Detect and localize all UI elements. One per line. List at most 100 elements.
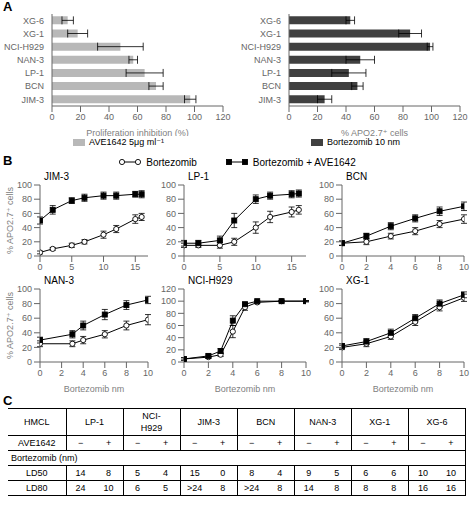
svg-text:0: 0 bbox=[339, 262, 344, 272]
svg-text:120: 120 bbox=[215, 112, 230, 122]
svg-text:40: 40 bbox=[104, 112, 114, 122]
svg-text:20: 20 bbox=[324, 237, 334, 247]
svg-text:0: 0 bbox=[37, 368, 42, 378]
svg-text:100: 100 bbox=[17, 284, 32, 294]
svg-text:40: 40 bbox=[22, 223, 32, 233]
svg-text:40: 40 bbox=[22, 328, 32, 338]
svg-text:120: 120 bbox=[161, 284, 176, 294]
svg-text:% APO2.7⁺ cells: % APO2.7⁺ cells bbox=[8, 187, 15, 254]
svg-text:6: 6 bbox=[255, 368, 260, 378]
svg-text:100: 100 bbox=[319, 180, 334, 190]
svg-text:0: 0 bbox=[27, 357, 32, 367]
svg-text:Bortezomib nm: Bortezomib nm bbox=[64, 384, 125, 392]
svg-text:LP-1: LP-1 bbox=[262, 68, 281, 78]
svg-text:JIM-3: JIM-3 bbox=[22, 95, 45, 105]
svg-text:Proliferation inhibition (%): Proliferation inhibition (%) bbox=[86, 128, 189, 136]
svg-text:100: 100 bbox=[161, 180, 176, 190]
svg-text:10: 10 bbox=[143, 368, 153, 378]
svg-text:15: 15 bbox=[130, 262, 140, 272]
svg-text:2: 2 bbox=[364, 368, 369, 378]
svg-text:8: 8 bbox=[279, 368, 284, 378]
svg-text:JIM-3: JIM-3 bbox=[259, 95, 282, 105]
svg-text:Bortezomib nm: Bortezomib nm bbox=[373, 384, 434, 392]
svg-text:0: 0 bbox=[27, 251, 32, 261]
svg-text:XG-6: XG-6 bbox=[23, 16, 44, 26]
svg-text:8: 8 bbox=[437, 262, 442, 272]
svg-text:0: 0 bbox=[286, 112, 291, 122]
svg-text:100: 100 bbox=[17, 180, 32, 190]
svg-text:8: 8 bbox=[437, 368, 442, 378]
svg-text:40: 40 bbox=[324, 223, 334, 233]
svg-text:2: 2 bbox=[364, 262, 369, 272]
svg-text:10: 10 bbox=[301, 368, 311, 378]
svg-text:80: 80 bbox=[398, 112, 408, 122]
svg-text:0: 0 bbox=[329, 357, 334, 367]
svg-text:100: 100 bbox=[187, 112, 202, 122]
svg-text:6: 6 bbox=[102, 368, 107, 378]
svg-text:NAN-3: NAN-3 bbox=[254, 55, 281, 65]
svg-text:20: 20 bbox=[166, 237, 176, 247]
svg-text:6: 6 bbox=[413, 262, 418, 272]
svg-text:XG-1: XG-1 bbox=[260, 29, 281, 39]
svg-text:40: 40 bbox=[324, 328, 334, 338]
svg-text:0: 0 bbox=[49, 112, 54, 122]
svg-text:BCN: BCN bbox=[25, 81, 44, 91]
svg-text:120: 120 bbox=[452, 112, 466, 122]
svg-text:80: 80 bbox=[22, 299, 32, 309]
svg-text:4: 4 bbox=[230, 368, 235, 378]
svg-text:5: 5 bbox=[217, 262, 222, 272]
svg-text:20: 20 bbox=[22, 237, 32, 247]
svg-text:100: 100 bbox=[319, 284, 334, 294]
svg-text:60: 60 bbox=[166, 209, 176, 219]
svg-text:40: 40 bbox=[341, 112, 351, 122]
svg-text:40: 40 bbox=[166, 333, 176, 343]
svg-text:BCN: BCN bbox=[262, 81, 281, 91]
svg-text:10: 10 bbox=[251, 262, 261, 272]
svg-text:100: 100 bbox=[424, 112, 439, 122]
svg-text:0: 0 bbox=[171, 251, 176, 261]
svg-text:80: 80 bbox=[166, 194, 176, 204]
svg-text:NCI-H929: NCI-H929 bbox=[8, 42, 44, 52]
svg-text:80: 80 bbox=[324, 299, 334, 309]
svg-text:100: 100 bbox=[161, 296, 176, 306]
svg-text:80: 80 bbox=[166, 309, 176, 319]
svg-text:XG-1: XG-1 bbox=[23, 29, 44, 39]
svg-text:2: 2 bbox=[59, 368, 64, 378]
svg-text:% APO2.7⁺ cells: % APO2.7⁺ cells bbox=[341, 128, 408, 136]
svg-text:10: 10 bbox=[459, 368, 466, 378]
svg-text:0: 0 bbox=[181, 368, 186, 378]
svg-text:NAN-3: NAN-3 bbox=[17, 55, 44, 65]
svg-text:80: 80 bbox=[161, 112, 171, 122]
svg-text:LP-1: LP-1 bbox=[25, 68, 44, 78]
svg-text:80: 80 bbox=[22, 194, 32, 204]
svg-text:XG-6: XG-6 bbox=[260, 16, 281, 26]
svg-text:0: 0 bbox=[181, 262, 186, 272]
svg-text:2: 2 bbox=[206, 368, 211, 378]
svg-text:60: 60 bbox=[22, 313, 32, 323]
svg-text:60: 60 bbox=[22, 209, 32, 219]
svg-text:60: 60 bbox=[324, 209, 334, 219]
svg-text:20: 20 bbox=[166, 345, 176, 355]
svg-text:5: 5 bbox=[69, 262, 74, 272]
svg-text:8: 8 bbox=[124, 368, 129, 378]
svg-text:20: 20 bbox=[312, 112, 322, 122]
svg-text:0: 0 bbox=[329, 251, 334, 261]
svg-text:NCI-H929: NCI-H929 bbox=[241, 42, 281, 52]
svg-text:10: 10 bbox=[459, 262, 466, 272]
svg-text:60: 60 bbox=[166, 321, 176, 331]
svg-text:20: 20 bbox=[324, 343, 334, 353]
svg-text:60: 60 bbox=[132, 112, 142, 122]
svg-text:0: 0 bbox=[171, 357, 176, 367]
svg-text:% APO2.7⁺ cells: % APO2.7⁺ cells bbox=[8, 292, 15, 359]
svg-text:80: 80 bbox=[324, 194, 334, 204]
svg-text:20: 20 bbox=[22, 343, 32, 353]
svg-text:15: 15 bbox=[287, 262, 297, 272]
svg-text:Bortezomib nm: Bortezomib nm bbox=[215, 384, 276, 392]
svg-text:60: 60 bbox=[369, 112, 379, 122]
svg-text:4: 4 bbox=[388, 368, 393, 378]
svg-text:0: 0 bbox=[339, 368, 344, 378]
svg-text:20: 20 bbox=[75, 112, 85, 122]
svg-text:40: 40 bbox=[166, 223, 176, 233]
svg-text:60: 60 bbox=[324, 313, 334, 323]
svg-text:0: 0 bbox=[37, 262, 42, 272]
